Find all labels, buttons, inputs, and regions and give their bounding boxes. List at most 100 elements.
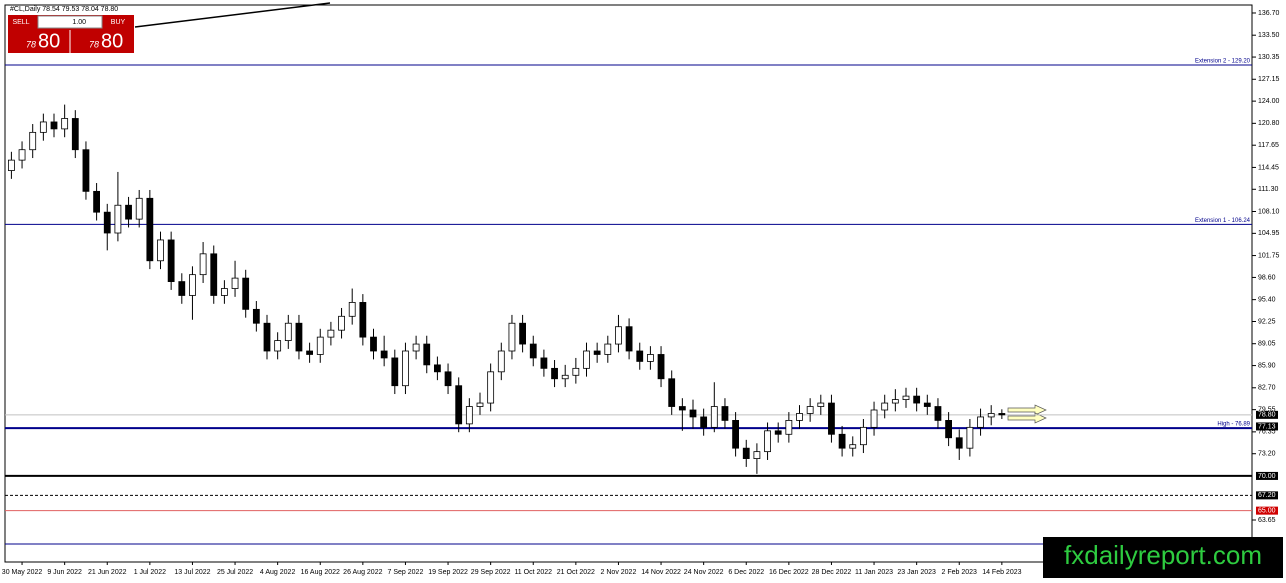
candle-body: [732, 420, 739, 449]
candle-body: [945, 420, 952, 439]
lot-box[interactable]: [37, 15, 103, 29]
buy-price-small[interactable]: 78: [89, 39, 99, 49]
candle-body: [721, 406, 729, 421]
sell-price-big[interactable]: 80: [38, 30, 60, 52]
candle-body: [348, 302, 356, 317]
x-tick-label: 28 Dec 2022: [812, 569, 852, 576]
candle-body: [998, 413, 1006, 416]
candle-body: [391, 357, 399, 387]
candle-body: [668, 378, 676, 407]
candle-body: [913, 395, 921, 404]
candle-body: [135, 197, 143, 220]
y-tick-label: 92.25: [1258, 318, 1276, 325]
y-tick-label: 111.30: [1258, 186, 1278, 193]
candle-body: [774, 430, 782, 435]
candle-body: [316, 336, 324, 355]
candle-body: [103, 211, 111, 234]
buy-button[interactable]: BUY: [111, 19, 126, 26]
candle-body: [146, 197, 154, 262]
sell-price-small[interactable]: 78: [26, 39, 36, 49]
lot-size[interactable]: 1.00: [72, 19, 86, 26]
x-tick-label: 23 Jan 2023: [897, 569, 936, 576]
candle-body: [157, 239, 164, 262]
x-tick-label: 7 Sep 2022: [388, 569, 424, 576]
candle-body: [476, 402, 484, 407]
price-tag-label: 65.00: [1258, 507, 1276, 514]
x-tick-label: 16 Dec 2022: [769, 569, 809, 576]
x-tick-label: 25 Jul 2022: [217, 569, 253, 576]
x-tick-label: 13 Jul 2022: [174, 569, 210, 576]
candle-body: [551, 367, 558, 380]
y-tick-label: 136.70: [1258, 10, 1280, 17]
price-tag: [1256, 410, 1278, 419]
candle-body: [18, 149, 26, 161]
candle-body: [604, 343, 612, 355]
y-tick-label: 95.40: [1258, 296, 1276, 303]
candle-body: [167, 239, 175, 282]
price-tag: [1256, 471, 1278, 480]
x-tick-label: 16 Aug 2022: [301, 569, 340, 576]
y-tick-label: 73.20: [1258, 451, 1276, 458]
candle-body: [199, 253, 207, 276]
candle-body: [689, 409, 697, 418]
sell-button[interactable]: SELL: [12, 19, 29, 26]
candle-body: [955, 437, 963, 449]
candle-body: [764, 430, 771, 453]
candle-body: [189, 274, 196, 296]
candle-body: [39, 121, 47, 133]
candle-body: [210, 253, 218, 296]
price-tag-label: 78.80: [1258, 412, 1276, 419]
candle-body: [125, 204, 132, 220]
x-tick-label: 26 Aug 2022: [343, 569, 382, 576]
candle-body: [465, 406, 473, 425]
candle-body: [71, 118, 79, 151]
candle-body: [583, 350, 590, 369]
plot-frame: [4, 4, 1253, 563]
x-tick-label: 21 Oct 2022: [557, 569, 595, 576]
buy-price-big[interactable]: 80: [101, 30, 123, 52]
candle-body: [82, 149, 90, 192]
candle-body: [284, 322, 292, 341]
y-tick-label: 63.65: [1258, 517, 1276, 524]
candle-body: [572, 367, 580, 376]
candle-body: [487, 371, 495, 404]
candle-body: [529, 343, 537, 359]
x-tick-label: 2 Nov 2022: [601, 569, 637, 576]
arrows: [1007, 404, 1047, 424]
candle-body: [540, 357, 548, 369]
x-tick-label: 2 Feb 2023: [942, 569, 978, 576]
x-tick-label: 30 May 2022: [2, 569, 43, 576]
candle-body: [700, 416, 708, 428]
candle-body: [860, 426, 867, 446]
y-tick-label: 124.00: [1258, 98, 1280, 105]
candle-body: [423, 343, 431, 366]
arrow: [1007, 404, 1047, 416]
x-tick-label: 6 Dec 2022: [728, 569, 764, 576]
y-tick-label: 85.90: [1258, 362, 1276, 369]
x-tick-label: 1 Jul 2022: [134, 569, 166, 576]
candle-body: [444, 371, 452, 387]
y-tick-label: 101.75: [1258, 252, 1280, 259]
watermark: fxdailyreport.com: [1064, 540, 1262, 570]
candle-body: [497, 350, 505, 373]
candle-body: [252, 308, 260, 324]
x-tick-label: 24 Nov 2022: [684, 569, 724, 576]
candle-body: [742, 447, 750, 459]
y-tick-label: 127.15: [1258, 76, 1280, 83]
price-tag: [1256, 506, 1278, 515]
y-tick-label: 89.05: [1258, 341, 1276, 348]
candle-body: [561, 374, 569, 380]
level-label: Extension 1 - 106.24: [1195, 218, 1251, 224]
level-label: High - 76.89: [1217, 422, 1250, 428]
candle-body: [295, 322, 303, 352]
candle-body: [50, 121, 58, 130]
candle-body: [625, 326, 633, 352]
x-tick-label: 14 Feb 2023: [982, 569, 1021, 576]
candle-body: [114, 204, 122, 234]
candle-body: [220, 288, 228, 296]
candle-body: [306, 350, 314, 355]
price-tag-label: 77.13: [1258, 423, 1276, 430]
candle-body: [838, 433, 846, 449]
candle-body: [593, 350, 601, 355]
